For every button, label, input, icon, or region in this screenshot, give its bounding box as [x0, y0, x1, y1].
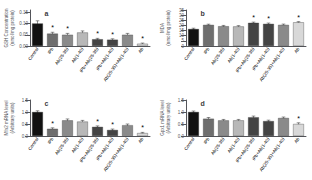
svg-text:Ab: Ab	[293, 136, 301, 144]
svg-text:1.5: 1.5	[22, 98, 29, 103]
svg-text:0.00: 0.00	[19, 44, 28, 49]
svg-text:iPb+Ab(25-35): iPb+Ab(25-35)	[78, 46, 100, 74]
svg-text:*: *	[111, 31, 114, 38]
svg-text:0.5: 0.5	[178, 122, 185, 127]
svg-text:Ab(25-35): Ab(25-35)	[54, 136, 70, 156]
svg-text:*: *	[96, 118, 99, 125]
svg-text:Control: Control	[27, 137, 39, 152]
svg-text:*: *	[96, 30, 99, 37]
svg-text:iPb+Ab(1-40): iPb+Ab(1-40)	[95, 46, 115, 72]
svg-text:0.15: 0.15	[19, 10, 28, 15]
svg-text:*: *	[141, 124, 144, 131]
svg-text:*: *	[51, 24, 54, 31]
svg-text:(nmol/mg protein): (nmol/mg protein)	[10, 10, 15, 46]
svg-text:*: *	[267, 15, 270, 22]
svg-text:Control: Control	[183, 137, 195, 152]
svg-text:d: d	[200, 100, 204, 107]
svg-text:Ab(25-35)+Ab(1-40): Ab(25-35)+Ab(1-40)	[258, 46, 285, 82]
svg-text:1.0: 1.0	[178, 110, 185, 115]
svg-text:10: 10	[179, 33, 185, 38]
svg-text:0.0: 0.0	[22, 134, 29, 139]
svg-text:*: *	[51, 120, 54, 127]
svg-text:iPb+Ab(25-35): iPb+Ab(25-35)	[234, 136, 256, 164]
svg-text:Control: Control	[183, 47, 195, 62]
svg-text:c: c	[44, 100, 48, 107]
svg-text:*: *	[141, 35, 144, 42]
svg-text:Gpx1 mRNA level: Gpx1 mRNA level	[160, 100, 165, 136]
svg-text:Control: Control	[27, 47, 39, 62]
svg-text:(nmol/mg protein): (nmol/mg protein)	[166, 10, 171, 46]
svg-text:1.5: 1.5	[178, 98, 185, 103]
svg-text:iPb+Ab(1-40): iPb+Ab(1-40)	[251, 136, 271, 162]
svg-text:Ab(25-35): Ab(25-35)	[54, 46, 70, 66]
svg-text:iPb: iPb	[47, 136, 55, 145]
svg-text:Ab(25-35)+Ab(1-40): Ab(25-35)+Ab(1-40)	[258, 136, 285, 172]
svg-text:*: *	[111, 121, 114, 128]
svg-text:Ab: Ab	[137, 46, 145, 54]
svg-text:Ab(25-35): Ab(25-35)	[210, 136, 226, 156]
svg-text:iPb+Ab(1-40): iPb+Ab(1-40)	[95, 136, 115, 162]
svg-text:Ab(1-40): Ab(1-40)	[226, 136, 240, 154]
svg-text:iPb: iPb	[203, 46, 211, 55]
svg-text:0.5: 0.5	[22, 122, 29, 127]
svg-text:25: 25	[179, 18, 185, 23]
svg-text:GSH Concentration: GSH Concentration	[4, 8, 9, 48]
svg-text:0.10: 0.10	[19, 21, 28, 26]
svg-text:30: 30	[179, 13, 185, 18]
svg-text:Ab(25-35)+Ab(1-40): Ab(25-35)+Ab(1-40)	[102, 46, 129, 82]
svg-text:iPb+Ab(25-35): iPb+Ab(25-35)	[234, 46, 256, 74]
svg-text:(Arbitrary units): (Arbitrary units)	[166, 102, 171, 133]
svg-text:iPb: iPb	[47, 46, 55, 55]
svg-text:Ab(25-35): Ab(25-35)	[210, 46, 226, 66]
svg-text:0.05: 0.05	[19, 32, 28, 37]
svg-text:5: 5	[181, 38, 184, 43]
svg-text:Ab(1-40): Ab(1-40)	[226, 46, 240, 64]
svg-text:iPb+Ab(25-35): iPb+Ab(25-35)	[78, 136, 100, 164]
svg-text:15: 15	[179, 28, 185, 33]
svg-text:MDA: MDA	[160, 23, 165, 33]
svg-text:20: 20	[179, 23, 185, 28]
svg-text:iPb+Ab(1-40): iPb+Ab(1-40)	[251, 46, 271, 72]
svg-text:a: a	[44, 10, 48, 17]
svg-text:Ab(25-35)+Ab(1-40): Ab(25-35)+Ab(1-40)	[102, 136, 129, 172]
svg-text:b: b	[200, 10, 204, 17]
svg-text:Mfn2 mRNA level: Mfn2 mRNA level	[4, 101, 9, 136]
svg-text:Ab: Ab	[293, 46, 301, 54]
svg-text:*: *	[252, 14, 255, 21]
svg-text:(Arbitrary units): (Arbitrary units)	[10, 102, 15, 133]
svg-text:*: *	[66, 25, 69, 32]
svg-text:iPb: iPb	[203, 136, 211, 145]
svg-text:*: *	[297, 115, 300, 122]
svg-text:*: *	[297, 14, 300, 21]
svg-text:0: 0	[181, 44, 184, 49]
svg-text:Ab: Ab	[137, 136, 145, 144]
svg-text:35: 35	[179, 8, 185, 13]
svg-text:1.0: 1.0	[22, 110, 29, 115]
svg-text:Ab(1-40): Ab(1-40)	[70, 46, 84, 64]
svg-text:Ab(1-40): Ab(1-40)	[70, 136, 84, 154]
svg-text:0.0: 0.0	[178, 134, 185, 139]
